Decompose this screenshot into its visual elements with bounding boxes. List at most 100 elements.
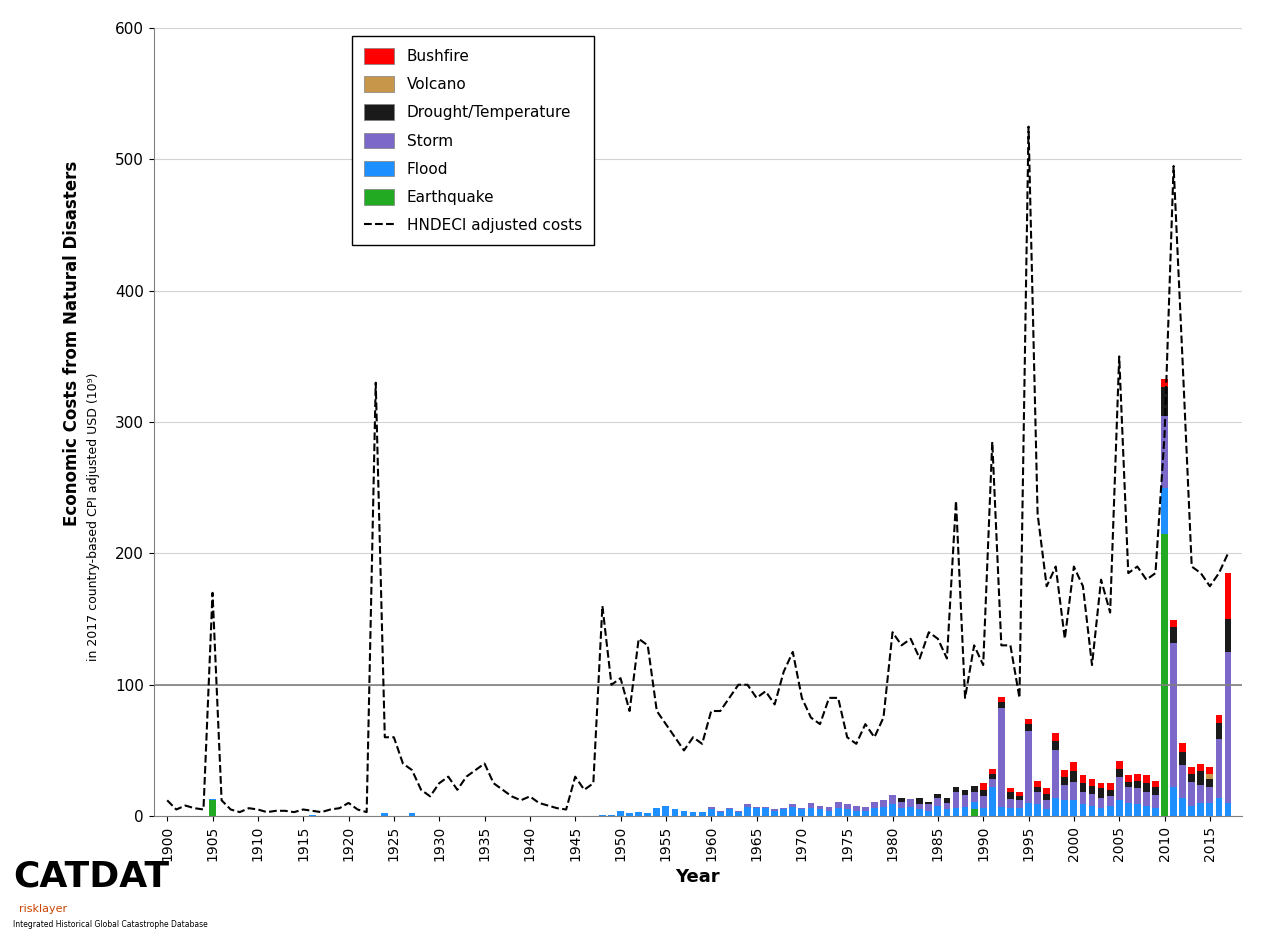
Bar <box>781 809 787 816</box>
Bar <box>1043 794 1050 800</box>
Bar <box>1152 787 1158 795</box>
Bar <box>1207 767 1213 774</box>
Bar <box>1207 787 1213 803</box>
Bar <box>1216 738 1222 797</box>
Bar <box>1125 787 1132 803</box>
Bar <box>1207 774 1213 779</box>
Bar <box>762 807 769 809</box>
Bar <box>626 813 634 816</box>
Legend: Bushfire, Volcano, Drought/Temperature, Storm, Flood, Earthquake, HNDECI adjuste: Bushfire, Volcano, Drought/Temperature, … <box>352 36 594 246</box>
Bar <box>1152 809 1158 816</box>
Bar <box>1125 803 1132 816</box>
Bar <box>989 769 996 774</box>
Bar <box>1052 741 1059 750</box>
Bar <box>817 806 823 809</box>
Bar <box>663 806 669 816</box>
X-axis label: Year: Year <box>676 868 719 886</box>
Bar <box>943 803 950 809</box>
Bar <box>861 810 869 816</box>
Bar <box>1098 789 1105 797</box>
Bar <box>1088 779 1096 786</box>
Bar <box>1116 800 1123 816</box>
Bar <box>1025 719 1032 724</box>
Bar <box>1079 776 1087 783</box>
Bar <box>1179 764 1187 797</box>
Bar <box>717 810 723 812</box>
Bar <box>979 790 987 796</box>
Bar <box>1170 643 1178 787</box>
Bar <box>790 804 796 807</box>
Text: risklayer: risklayer <box>19 903 68 914</box>
Bar <box>1007 789 1014 793</box>
Bar <box>870 802 878 809</box>
Bar <box>1143 793 1149 806</box>
Bar <box>925 804 932 810</box>
Bar <box>1179 797 1187 816</box>
Bar <box>1170 627 1178 643</box>
Bar <box>608 815 614 816</box>
Bar <box>1216 797 1222 816</box>
Bar <box>1225 652 1231 803</box>
Bar <box>852 806 860 810</box>
Bar <box>835 802 841 809</box>
Bar <box>934 794 941 797</box>
Bar <box>989 787 996 816</box>
Bar <box>1079 783 1087 793</box>
Bar <box>998 697 1005 702</box>
Bar <box>653 809 660 816</box>
Bar <box>1161 379 1167 386</box>
Bar <box>979 796 987 809</box>
Bar <box>835 809 841 816</box>
Bar <box>408 813 416 816</box>
Bar <box>726 809 732 816</box>
Bar <box>1116 761 1123 769</box>
Bar <box>1107 783 1114 790</box>
Bar <box>1025 803 1032 816</box>
Bar <box>881 800 887 807</box>
Bar <box>1007 799 1014 809</box>
Bar <box>1088 786 1096 794</box>
Bar <box>1143 806 1149 816</box>
Bar <box>1197 784 1204 803</box>
Bar <box>970 793 978 802</box>
Bar <box>881 807 887 816</box>
Bar <box>699 812 705 816</box>
Bar <box>1016 796 1023 800</box>
Text: CATDAT: CATDAT <box>13 859 169 893</box>
Bar <box>808 809 814 816</box>
Bar <box>1052 734 1059 741</box>
Bar <box>1179 751 1187 764</box>
Bar <box>1134 804 1140 816</box>
Bar <box>1116 769 1123 777</box>
Bar <box>617 810 623 816</box>
Bar <box>209 800 216 816</box>
Bar <box>1098 797 1105 809</box>
Bar <box>961 795 969 807</box>
Bar <box>952 793 960 809</box>
Bar <box>908 799 914 807</box>
Bar <box>989 779 996 787</box>
Bar <box>1061 800 1069 816</box>
Bar <box>635 812 643 816</box>
Bar <box>979 809 987 816</box>
Bar <box>1070 771 1078 782</box>
Bar <box>1116 777 1123 800</box>
Bar <box>861 807 869 810</box>
Bar <box>852 810 860 816</box>
Bar <box>1188 774 1196 782</box>
Bar <box>844 809 851 816</box>
Bar <box>1216 723 1222 738</box>
Bar <box>381 813 388 816</box>
Bar <box>1197 803 1204 816</box>
Bar <box>1088 794 1096 806</box>
Bar <box>1043 789 1050 794</box>
Bar <box>1143 783 1149 793</box>
Bar <box>1107 790 1114 796</box>
Bar <box>1216 715 1222 723</box>
Bar <box>1025 724 1032 731</box>
Bar <box>735 810 742 812</box>
Bar <box>998 708 1005 807</box>
Bar <box>1016 809 1023 816</box>
Bar <box>943 797 950 803</box>
Bar <box>1007 809 1014 816</box>
